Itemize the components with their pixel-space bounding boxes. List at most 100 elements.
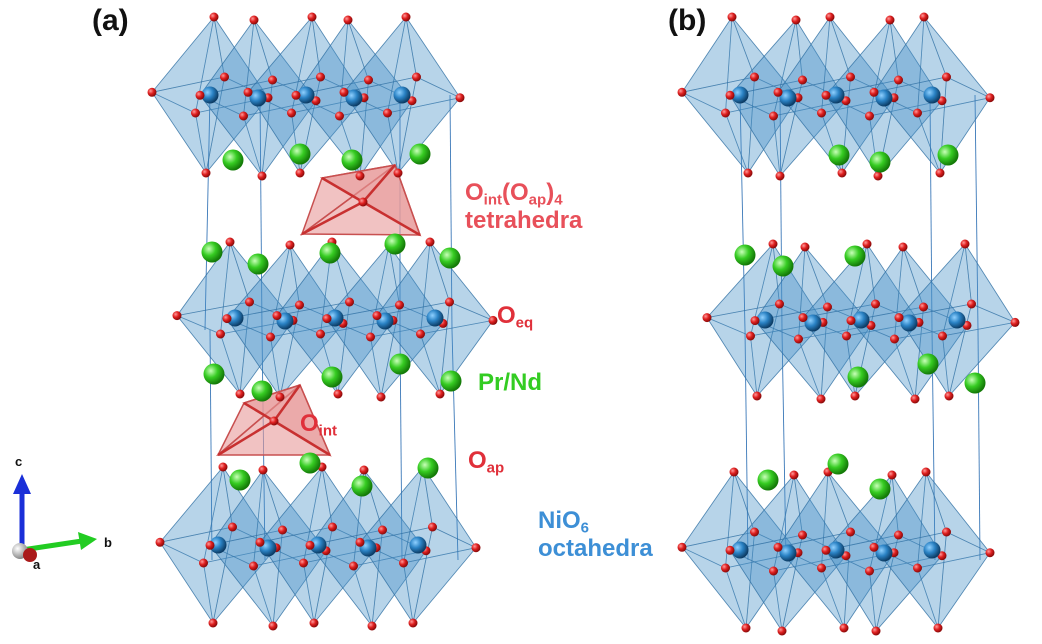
o-int-o: O [300, 410, 319, 437]
cell-edge [781, 329, 787, 561]
oxygen-atom [243, 87, 253, 97]
nickel-atom [249, 89, 267, 107]
axis-c-arrowhead [13, 474, 31, 494]
pr-nd-atom [321, 366, 343, 388]
axis-a-arrow [23, 548, 37, 562]
oxygen-atom [287, 108, 296, 118]
oxygen-atom [209, 12, 219, 22]
pr-nd-atom [251, 380, 273, 402]
oxygen-atom [316, 72, 325, 82]
nickel-atom [827, 86, 845, 104]
oxygen-atom [471, 543, 481, 553]
cell-edge [977, 329, 981, 561]
oxygen-atom [942, 527, 951, 537]
pr-nd-atom [869, 151, 891, 173]
oxygen-atom [775, 171, 785, 181]
oxygen-atom [894, 530, 903, 540]
o-ap-o: O [468, 447, 487, 474]
oxygen-atom [205, 540, 215, 550]
oxygen-atom [249, 15, 259, 25]
oxygen-atom [257, 171, 267, 181]
pr-nd-label: Pr/Nd [478, 369, 543, 396]
oxygen-atom [910, 394, 920, 404]
nickel-atom [731, 86, 749, 104]
oxygen-atom [376, 392, 386, 402]
oxygen-atom [721, 563, 730, 573]
oxygen-atom [195, 90, 205, 100]
oxygen-interstitial-atom [358, 197, 368, 207]
oxygen-atom [201, 168, 211, 178]
pr-nd-atom [828, 144, 850, 166]
oxygen-atom [366, 332, 375, 342]
oxygen-atom [873, 171, 883, 181]
pr-nd-atom [203, 363, 225, 385]
oxygen-atom [367, 621, 377, 631]
oxygen-atom [885, 15, 895, 25]
oxygen-atom [343, 15, 353, 25]
tetra-int: int [483, 191, 502, 209]
pr-nd-atom [844, 245, 866, 267]
nickel-atom [827, 541, 845, 559]
oxygen-atom [488, 315, 498, 325]
oxygen-atom [268, 75, 277, 85]
oxygen-atom [817, 563, 826, 573]
oxygen-atom [942, 72, 951, 82]
oxygen-atom [1010, 317, 1020, 327]
oxygen-atom [935, 168, 945, 178]
oxygen-atom [846, 527, 855, 537]
oxygen-atom [455, 93, 465, 103]
nickel-atom [326, 309, 344, 327]
oxygen-atom [913, 108, 922, 118]
oxygen-atom [333, 389, 343, 399]
oxygen-atom [800, 242, 810, 252]
o-ap-sub: ap [486, 459, 505, 477]
pr-nd-atom [247, 253, 269, 275]
nickel-atom [409, 536, 427, 554]
nio6-label: NiO6 octahedra [538, 508, 653, 561]
nickel-atom [393, 86, 411, 104]
oxygen-atom [960, 239, 970, 249]
oxygen-atom [355, 537, 365, 547]
nio-main: NiO [538, 507, 581, 534]
pr-nd-atom [289, 143, 311, 165]
polyhedra-layer [150, 15, 1017, 633]
oxygen-atom [372, 311, 382, 321]
cell-edge [929, 94, 933, 331]
cell-edge [744, 329, 749, 561]
oxygen-atom [266, 332, 275, 342]
oxygen-atom [285, 240, 295, 250]
oxygen-atom [349, 561, 358, 571]
oxygen-atom [408, 618, 418, 628]
cell-edge [739, 94, 746, 331]
oxygen-atom [378, 525, 387, 535]
oxygen-atom [913, 563, 922, 573]
oxygen-atom [225, 237, 235, 247]
o-eq-label: Oeq [497, 303, 533, 331]
nickel-atom [779, 544, 797, 562]
oxygen-atom [825, 12, 835, 22]
pr-nd-atom [299, 452, 321, 474]
oxygen-atom [894, 75, 903, 85]
oxygen-atom [798, 313, 808, 323]
pr-nd-atom [417, 457, 439, 479]
pr-nd-atom [734, 244, 756, 266]
oxygen-atom [839, 623, 849, 633]
oxygen-atom [752, 391, 762, 401]
oxygen-atom [399, 558, 408, 568]
oxygen-atom [846, 72, 855, 82]
oxygen-atom [725, 90, 735, 100]
oxygen-atom [677, 542, 687, 552]
oxygen-atom [309, 618, 319, 628]
oxygen-atom [725, 545, 735, 555]
tetrahedron-bond [362, 164, 396, 203]
oxygen-atom [750, 72, 759, 82]
nickel-atom [875, 544, 893, 562]
oxygen-atom [401, 12, 411, 22]
pr-nd-atom [201, 241, 223, 263]
oxygen-atom [865, 566, 874, 576]
oxygen-atom [291, 90, 301, 100]
cell-edge [449, 94, 453, 331]
pr-nd-atom [964, 372, 986, 394]
tetra-o: O [465, 179, 484, 206]
oxygen-atom [345, 297, 354, 307]
